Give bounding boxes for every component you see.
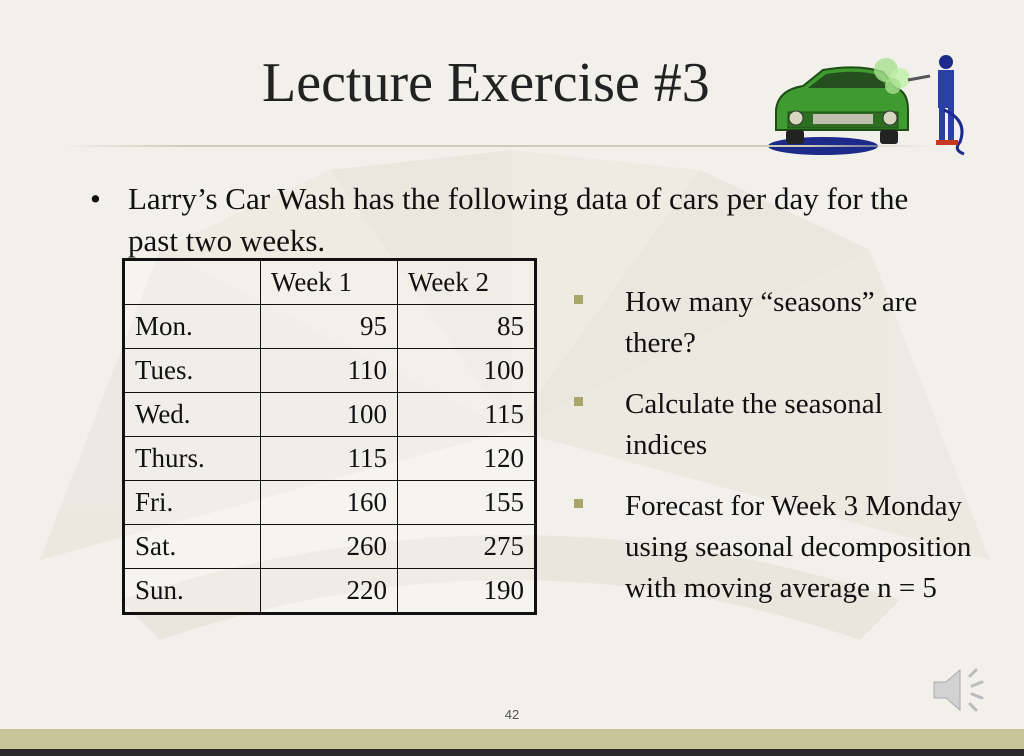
table-row: Wed. 100 115 <box>123 392 536 437</box>
question-text: How many “seasons” are there? <box>625 286 918 359</box>
week2-cell: 190 <box>397 568 536 614</box>
square-bullet-icon <box>574 397 583 406</box>
question-list: How many “seasons” are there? Calculate … <box>572 282 972 629</box>
day-cell: Wed. <box>123 392 261 437</box>
table-row: Sun. 220 190 <box>123 568 536 614</box>
week1-cell: 100 <box>260 392 398 437</box>
table-row: Tues. 110 100 <box>123 348 536 393</box>
week1-cell: 115 <box>260 436 398 481</box>
slide-title: Lecture Exercise #3 <box>262 52 710 114</box>
day-cell: Sat. <box>123 524 261 569</box>
page-number: 42 <box>504 707 520 722</box>
cars-per-day-table: Week 1 Week 2 Mon. 95 85 Tues. 110 100 W… <box>122 258 537 615</box>
car-wash-clipart <box>768 55 965 156</box>
table-row: Mon. 95 85 <box>123 304 536 349</box>
table-row: Fri. 160 155 <box>123 480 536 525</box>
week1-cell: 220 <box>260 568 398 614</box>
day-cell: Fri. <box>123 480 261 525</box>
table-header-row: Week 1 Week 2 <box>123 259 536 305</box>
table-row: Thurs. 115 120 <box>123 436 536 481</box>
bullet-marker: • <box>90 181 101 216</box>
week2-cell: 120 <box>397 436 536 481</box>
question-item: How many “seasons” are there? <box>572 282 972 364</box>
day-cell: Tues. <box>123 348 261 393</box>
table-header-week1: Week 1 <box>260 259 398 305</box>
week2-cell: 100 <box>397 348 536 393</box>
footer-bar <box>0 729 1024 749</box>
week1-cell: 110 <box>260 348 398 393</box>
table-header-blank <box>123 259 261 305</box>
question-item: Calculate the seasonal indices <box>572 384 972 466</box>
title-divider <box>60 145 940 147</box>
week1-cell: 260 <box>260 524 398 569</box>
question-item: Forecast for Week 3 Monday using seasona… <box>572 486 972 609</box>
square-bullet-icon <box>574 499 583 508</box>
table-header-week2: Week 2 <box>397 259 536 305</box>
day-cell: Sun. <box>123 568 261 614</box>
week1-cell: 160 <box>260 480 398 525</box>
question-text: Forecast for Week 3 Monday using seasona… <box>625 490 972 604</box>
week2-cell: 155 <box>397 480 536 525</box>
speaker-icon[interactable] <box>928 660 992 720</box>
day-cell: Mon. <box>123 304 261 349</box>
week2-cell: 275 <box>397 524 536 569</box>
question-text: Calculate the seasonal indices <box>625 388 883 461</box>
week2-cell: 85 <box>397 304 536 349</box>
day-cell: Thurs. <box>123 436 261 481</box>
square-bullet-icon <box>574 295 583 304</box>
table-row: Sat. 260 275 <box>123 524 536 569</box>
bullet-text: Larry’s Car Wash has the following data … <box>128 181 909 258</box>
week2-cell: 115 <box>397 392 536 437</box>
footer-edge <box>0 749 1024 756</box>
week1-cell: 95 <box>260 304 398 349</box>
